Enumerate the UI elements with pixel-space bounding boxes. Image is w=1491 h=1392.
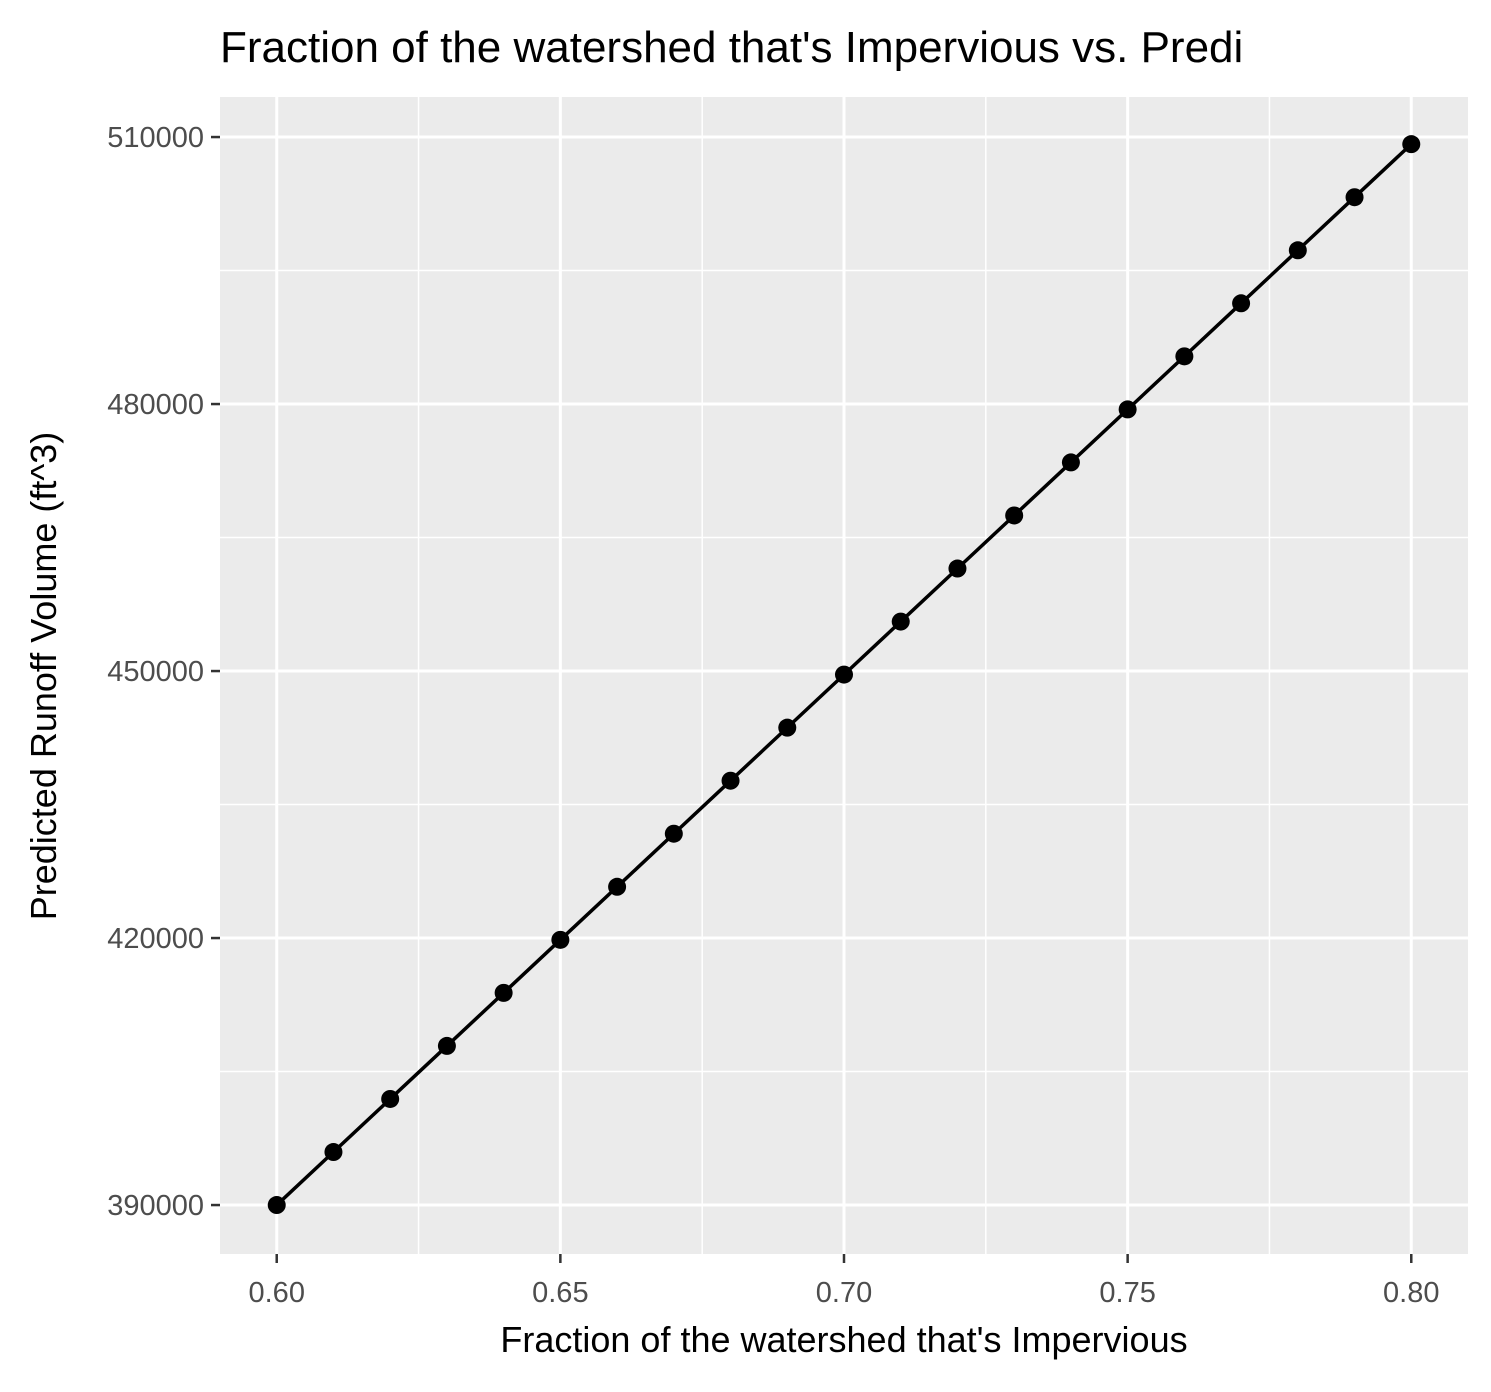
y-tick-label: 450000: [107, 656, 204, 688]
data-point: [1402, 135, 1421, 154]
data-point: [1118, 400, 1137, 419]
data-point: [664, 824, 683, 843]
data-point: [1005, 506, 1024, 525]
data-point: [1288, 241, 1307, 260]
data-point: [891, 612, 910, 631]
data-point: [1061, 453, 1080, 472]
data-point: [948, 559, 967, 578]
data-point: [437, 1036, 456, 1055]
y-tick-label: 510000: [107, 122, 204, 154]
y-tick-label: 390000: [107, 1190, 204, 1222]
chart-title: Fraction of the watershed that's Impervi…: [220, 23, 1243, 72]
x-tick-label: 0.65: [532, 1277, 588, 1309]
y-tick-label: 420000: [107, 923, 204, 955]
data-point: [608, 877, 627, 896]
y-axis-title: Predicted Runoff Volume (ft^3): [23, 432, 64, 920]
data-point: [551, 930, 570, 949]
data-point: [381, 1089, 400, 1108]
data-point: [494, 983, 513, 1002]
data-point: [1175, 347, 1194, 366]
x-tick-label: 0.70: [816, 1277, 872, 1309]
x-axis-title: Fraction of the watershed that's Impervi…: [500, 1319, 1187, 1360]
data-point: [1232, 294, 1251, 313]
data-point: [1345, 188, 1364, 207]
x-tick-label: 0.60: [249, 1277, 305, 1309]
data-point: [324, 1143, 343, 1162]
axes: 0.60 0.65 0.70 0.75 0.80 390000 420000 450000 48…: [107, 122, 1439, 1309]
y-tick-label: 480000: [107, 389, 204, 421]
data-point: [267, 1196, 286, 1215]
data-point: [835, 665, 853, 684]
x-tick-label: 0.80: [1383, 1277, 1439, 1309]
series-layer: [267, 135, 1421, 1215]
data-point: [721, 771, 740, 790]
data-point: [778, 718, 797, 737]
x-tick-label: 0.75: [1099, 1277, 1155, 1309]
